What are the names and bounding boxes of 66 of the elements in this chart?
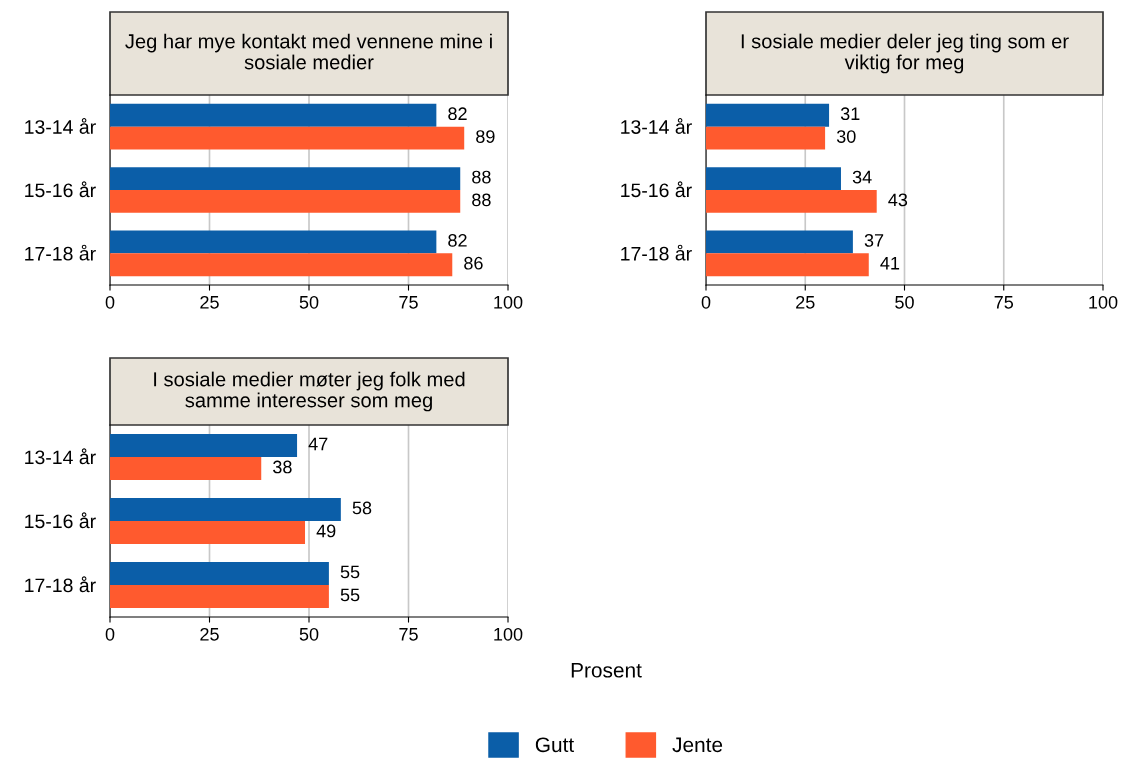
data-label: 41 (880, 256, 900, 270)
data-label: 89 (476, 130, 495, 143)
x-tick-label: 100 (494, 295, 523, 309)
data-label: 31 (840, 107, 860, 121)
data-label: 47 (308, 437, 328, 451)
data-label: 38 (273, 460, 292, 474)
x-tick-label: 75 (994, 296, 1014, 309)
bar (110, 561, 329, 585)
bar (110, 433, 298, 457)
bar (110, 497, 341, 521)
x-tick-label: 100 (494, 627, 523, 641)
bar (110, 253, 453, 277)
y-tick-label: 17-18 år (25, 576, 96, 593)
x-tick-label: 0 (701, 295, 711, 309)
bar (110, 521, 306, 545)
x-tick-label: 75 (399, 296, 418, 309)
data-label: 58 (352, 501, 372, 515)
data-label: 88 (472, 170, 491, 184)
data-label: 30 (836, 130, 856, 143)
y-tick-label: 17-18 år (25, 244, 96, 261)
data-label: 49 (316, 524, 336, 538)
bar (110, 167, 461, 190)
data-label: 88 (472, 193, 491, 207)
chart-title: I sosiale medier møter jeg folk med samme interesser som meg (154, 371, 465, 412)
data-label: 82 (448, 107, 467, 121)
x-tick-label: 0 (105, 627, 115, 641)
y-tick-label: 13-14 år (25, 118, 96, 134)
bar (110, 190, 461, 213)
bar (706, 230, 853, 254)
y-tick-label: 15-16 år (621, 181, 692, 198)
x-tick-label: 50 (299, 627, 319, 641)
bar (706, 126, 826, 150)
bar (110, 585, 329, 609)
x-tick-label: 100 (1089, 295, 1118, 309)
data-label: 82 (448, 233, 467, 247)
y-tick-label: 13-14 år (621, 118, 692, 134)
x-tick-label: 25 (200, 295, 219, 309)
bar (706, 103, 830, 127)
data-label: 55 (340, 565, 360, 579)
bar (110, 126, 465, 150)
bar (110, 230, 437, 254)
x-tick-label: 50 (299, 295, 319, 309)
chart-title: I sosiale medier deler jeg ting som er viktig for meg (741, 33, 1069, 74)
data-label: 43 (888, 193, 908, 207)
data-label: 37 (864, 233, 884, 247)
x-tick-label: 25 (200, 627, 219, 641)
x-tick-label: 25 (796, 295, 815, 309)
x-axis-title: Prosent (571, 663, 642, 678)
x-tick-label: 75 (399, 628, 418, 641)
y-tick-label: 17-18 år (621, 244, 692, 261)
legend-label: Gutt (535, 737, 575, 753)
bar (110, 103, 437, 127)
x-tick-label: 0 (105, 295, 115, 309)
x-tick-label: 50 (895, 295, 914, 309)
data-label: 34 (852, 170, 872, 184)
data-label: 86 (464, 256, 483, 270)
bar (706, 253, 869, 277)
y-tick-label: 15-16 år (25, 181, 96, 198)
chart-title: Jeg har mye kontakt med vennene mine i sosiale medier (125, 33, 492, 70)
y-tick-label: 15-16 år (25, 512, 96, 529)
bar (706, 190, 877, 213)
legend-label: Jente (672, 737, 723, 753)
bar (110, 457, 262, 481)
y-tick-label: 13-14 år (25, 448, 96, 465)
data-label: 55 (340, 588, 360, 602)
bar (706, 167, 841, 190)
